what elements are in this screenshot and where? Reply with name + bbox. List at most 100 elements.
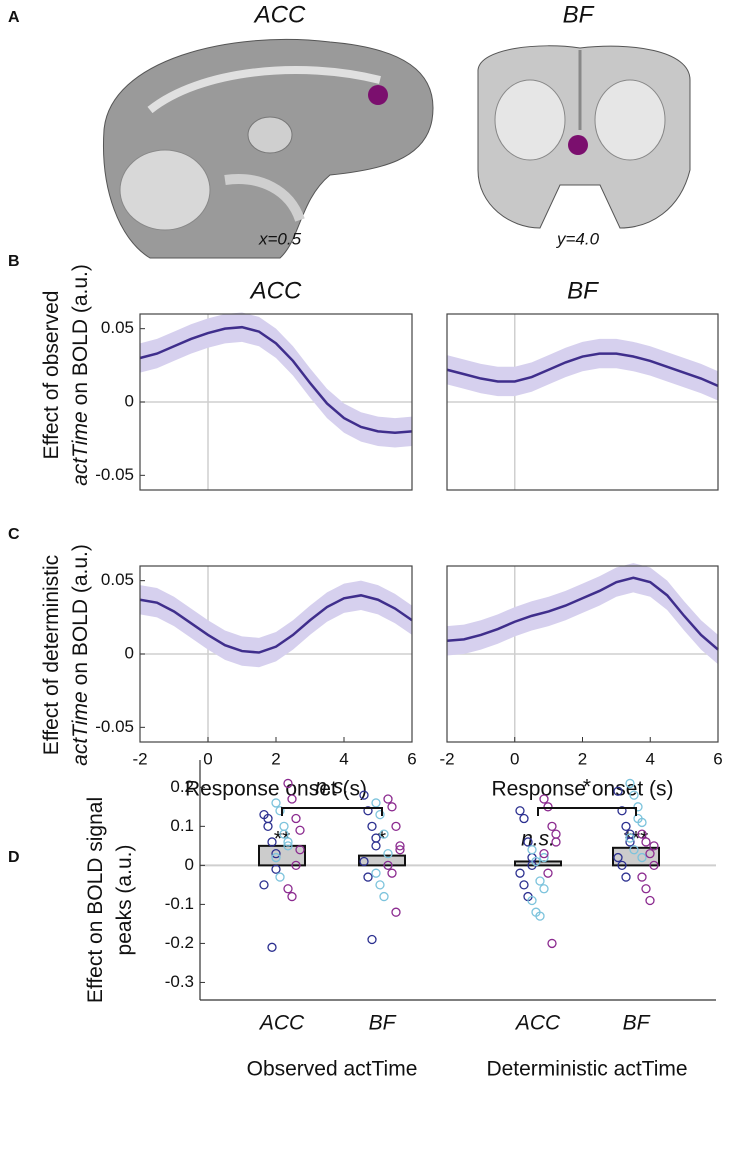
significance: n.s. xyxy=(521,828,555,851)
x-tick-label: BF xyxy=(369,1012,397,1035)
plot-frame xyxy=(446,565,719,743)
data-point xyxy=(375,809,385,820)
data-point xyxy=(295,845,305,855)
image-title: BF xyxy=(563,1,595,28)
y-tick-label: 0 xyxy=(185,855,194,874)
data-point xyxy=(263,821,273,831)
panel-label: A xyxy=(8,9,20,26)
data-point xyxy=(283,841,293,851)
data-point xyxy=(283,837,293,847)
data-point xyxy=(539,794,549,804)
coordinate: y=4.0 xyxy=(556,229,600,248)
data-point xyxy=(633,813,643,824)
y-tick-label: 0.05 xyxy=(101,570,134,589)
data-point xyxy=(645,849,655,859)
x-axis-label: Response onset (s) xyxy=(491,778,673,801)
x-tick-label: 0 xyxy=(203,749,212,768)
data-point xyxy=(367,934,377,945)
data-point xyxy=(271,864,281,874)
data-point xyxy=(363,806,373,816)
x-axis-label: Response onset (s) xyxy=(185,778,367,801)
y-axis-label-part: actTime xyxy=(69,691,92,766)
data-point xyxy=(617,860,627,871)
x-tick-label: 6 xyxy=(713,749,722,768)
x-tick-label: -2 xyxy=(132,749,147,768)
data-point xyxy=(535,876,545,886)
data-point xyxy=(275,872,285,882)
data-point xyxy=(527,895,537,906)
x-tick-label: 4 xyxy=(646,749,655,768)
chart-title: ACC xyxy=(249,277,302,304)
data-point xyxy=(625,829,635,839)
data-point xyxy=(275,806,285,816)
data-point xyxy=(295,825,305,835)
y-tick-label: 0.05 xyxy=(101,318,134,337)
x-tick-label: BF xyxy=(623,1012,651,1035)
plot-frame xyxy=(139,565,413,743)
data-point xyxy=(539,884,549,894)
x-tick-label: ACC xyxy=(514,1012,561,1035)
data-point xyxy=(379,829,389,839)
data-point xyxy=(395,845,405,855)
y-axis-label: Effect of observed xyxy=(40,291,63,460)
x-tick-label: -2 xyxy=(439,749,454,768)
data-point xyxy=(375,880,385,890)
data-point xyxy=(539,849,549,859)
data-point xyxy=(387,802,397,812)
plot-frame xyxy=(446,313,719,491)
y-axis-label: peaks (a.u.) xyxy=(113,845,136,956)
data-point xyxy=(547,821,557,831)
x-tick-label: 4 xyxy=(339,749,348,768)
data-point xyxy=(543,802,553,812)
data-point xyxy=(287,794,297,804)
data-point xyxy=(271,798,281,808)
bar xyxy=(358,854,406,867)
confidence-band xyxy=(447,338,718,401)
bracket xyxy=(281,807,383,816)
x-tick-label: 6 xyxy=(407,749,416,768)
y-axis-label-part: Effect on BOLD signal xyxy=(84,797,107,1003)
data-point xyxy=(387,868,397,878)
data-point xyxy=(515,806,525,816)
data-point xyxy=(383,860,393,871)
data-point xyxy=(633,802,643,812)
data-point xyxy=(543,868,553,878)
brain-coronal xyxy=(477,45,691,229)
y-axis-label-part: peaks (a.u.) xyxy=(113,845,136,956)
panel-label: C xyxy=(8,526,20,543)
y-tick-label: -0.05 xyxy=(95,717,134,736)
line xyxy=(139,594,413,654)
image-title: ACC xyxy=(253,1,306,28)
data-point xyxy=(391,907,401,917)
confidence-band xyxy=(140,312,412,448)
data-point xyxy=(383,849,393,859)
x-tick-label: 2 xyxy=(271,749,280,768)
line xyxy=(139,325,413,435)
y-axis-label-part: Effect of deterministic xyxy=(40,555,63,755)
bracket xyxy=(537,807,637,816)
data-point xyxy=(367,821,377,831)
data-point xyxy=(527,845,537,855)
y-axis-label-part: actTime xyxy=(69,411,92,486)
y-axis-label: Effect of deterministic xyxy=(40,555,63,755)
data-point xyxy=(519,813,529,824)
data-point xyxy=(641,837,651,847)
data-point xyxy=(283,778,293,789)
y-axis-label: Effect on BOLD signal xyxy=(84,797,107,1003)
plot-frame xyxy=(139,313,413,491)
data-point xyxy=(395,841,405,851)
data-point xyxy=(629,790,639,800)
bar xyxy=(612,846,660,867)
y-tick-label: 0.1 xyxy=(170,816,194,835)
panel-label: D xyxy=(8,849,20,866)
data-point xyxy=(617,806,627,816)
x-tick-label: ACC xyxy=(258,1012,305,1035)
bracket-label: * xyxy=(583,776,591,799)
y-tick-label: 0 xyxy=(125,643,134,662)
data-point xyxy=(267,942,277,952)
data-point xyxy=(287,891,297,902)
group-label: Observed actTime xyxy=(247,1058,418,1081)
data-point xyxy=(283,884,293,894)
line xyxy=(446,576,719,651)
y-axis-label: actTime on BOLD (a.u.) xyxy=(69,544,92,766)
